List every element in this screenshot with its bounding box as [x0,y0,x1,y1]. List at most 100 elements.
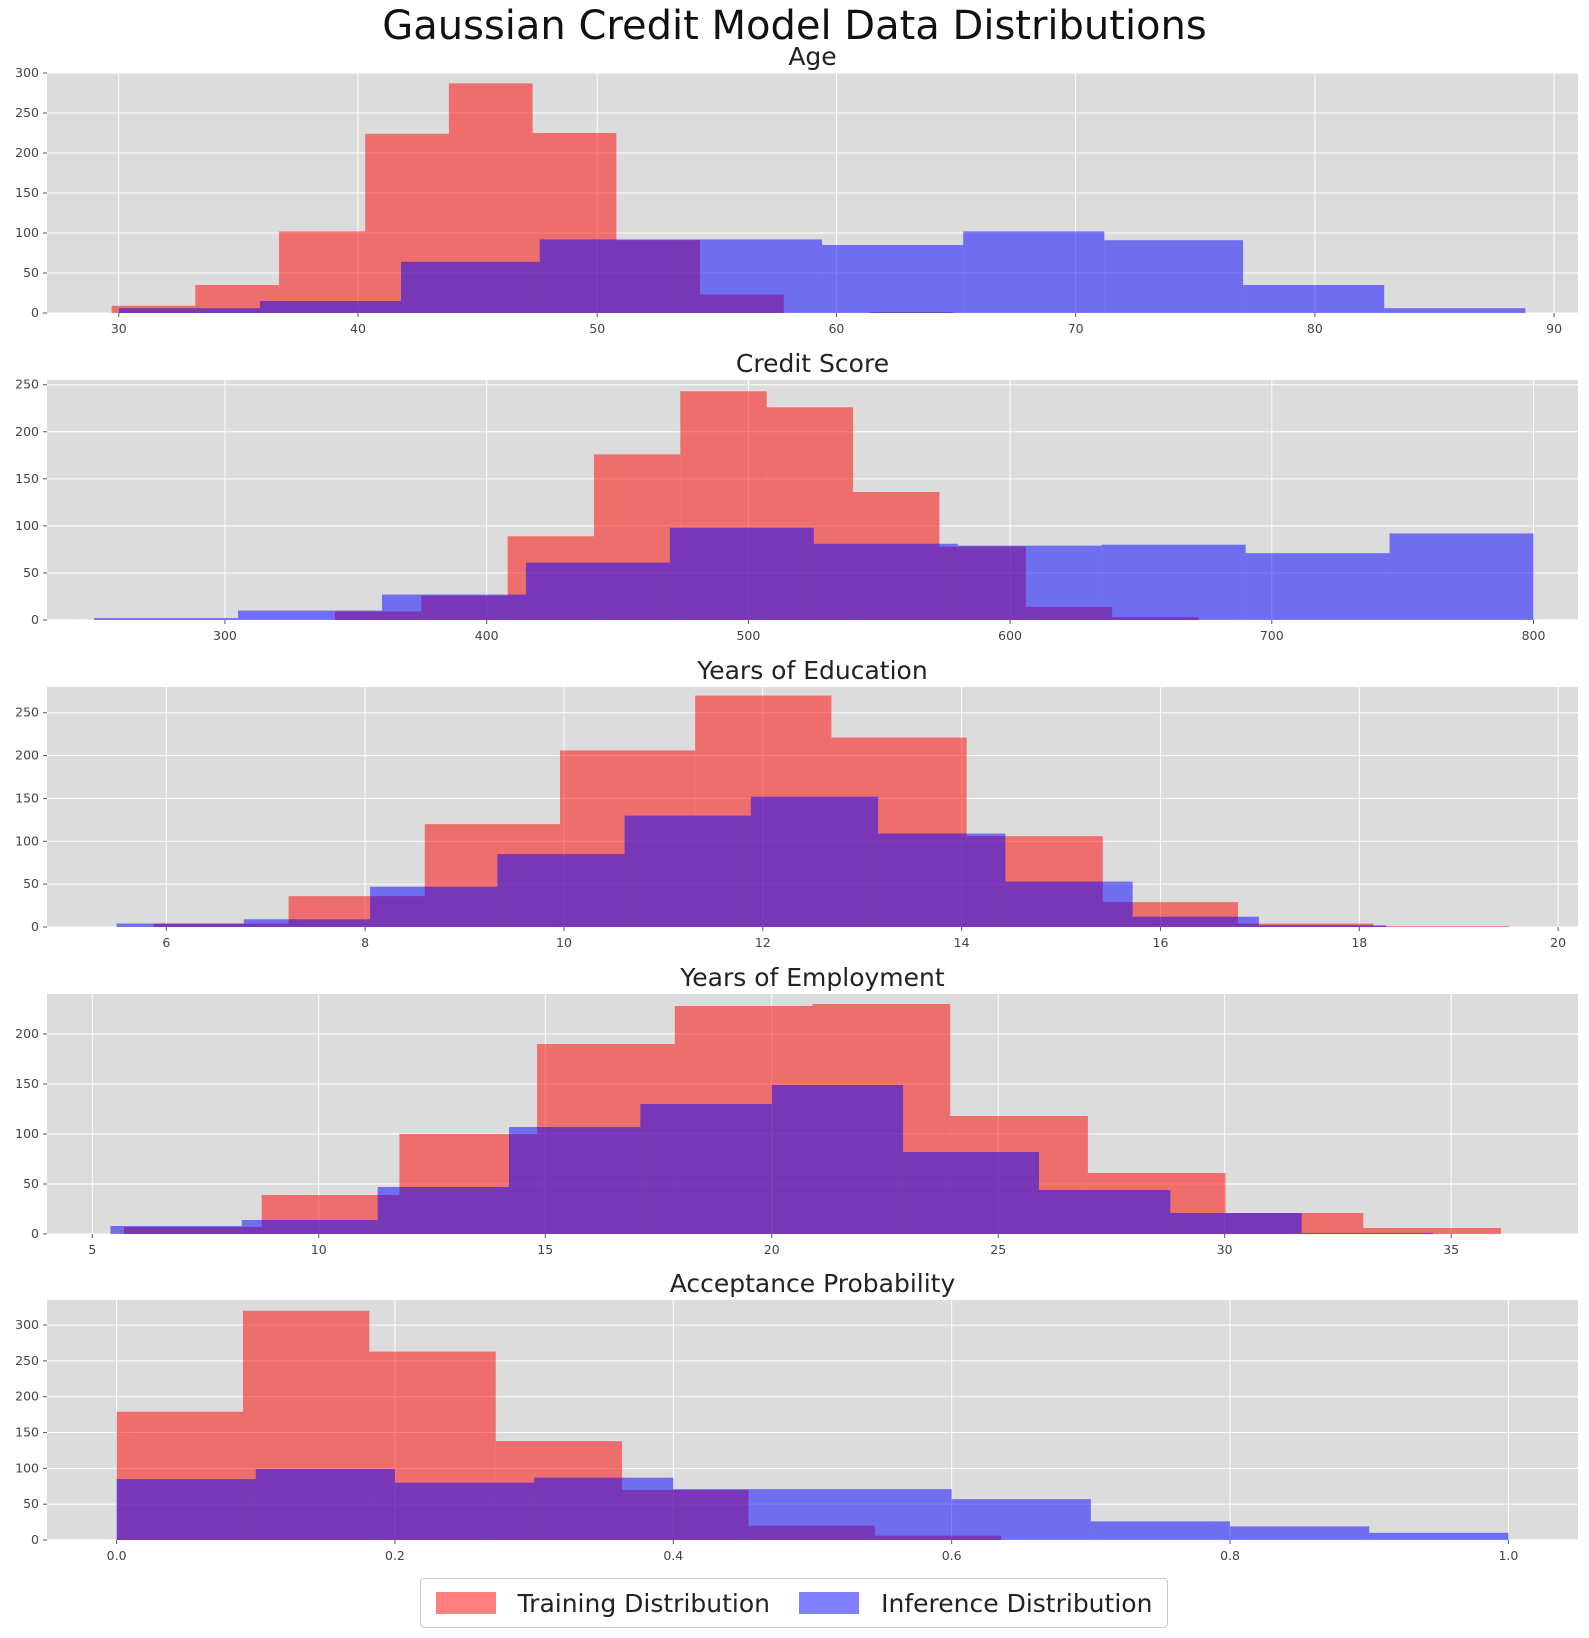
x-tick-label: 10 [556,935,572,950]
bar-inference [1090,1521,1231,1540]
bar-inference [878,833,1006,927]
bar-inference [509,1127,641,1234]
x-tick-label: 1.0 [1498,1548,1518,1563]
x-tick-label: 18 [1351,935,1367,950]
bar-inference [1104,240,1244,313]
bar-inference [1389,533,1534,620]
y-tick-label: 200 [15,145,39,160]
bar-inference [259,301,402,313]
panel-1: Age 30 40 50 60 70 80 90 0 50 100 150 200 250 300 [15,42,1578,336]
bar-training [1363,1228,1501,1234]
x-tick-label: 0.0 [107,1548,127,1563]
y-tick-label: 0 [31,1532,39,1547]
bar-inference [624,815,751,927]
x-tick-label: 6 [162,935,170,950]
bar-inference [243,919,371,927]
y-tick-label: 0 [31,305,39,320]
bar-inference [1230,1526,1370,1540]
bar-inference [497,854,625,927]
x-tick-label: 0.2 [385,1548,405,1563]
x-tick-label: 70 [1068,321,1084,336]
x-tick-label: 500 [736,628,760,643]
legend-swatch-training [435,1592,496,1614]
bar-inference [822,245,964,313]
bar-inference [370,886,498,927]
x-tick-label: 0.8 [1220,1548,1240,1563]
x-tick-label: 800 [1522,628,1546,643]
bar-inference [903,1152,1039,1234]
x-tick-label: 40 [350,321,366,336]
x-tick-label: 15 [537,1242,553,1257]
bar-inference [1243,285,1385,313]
bar-inference [1369,1532,1509,1540]
bar-inference [525,562,670,620]
bar-training [279,231,366,313]
y-tick-label: 0 [31,919,39,934]
panel-title: Years of Employment [679,963,945,992]
legend-label-training: Training Distribution [517,1588,771,1618]
x-tick-label: 14 [954,935,970,950]
y-tick-label: 100 [15,833,39,848]
x-tick-label: 16 [1153,935,1169,950]
bar-inference [750,796,879,927]
y-tick-label: 150 [15,1076,39,1091]
x-tick-label: 25 [990,1242,1006,1257]
x-tick-label: 30 [111,321,127,336]
bar-inference [381,594,526,620]
bar-inference [238,610,382,620]
y-tick-label: 100 [15,1460,39,1475]
panel-2: Credit Score 300 400 500 600 700 800 0 50 100 150 2… [15,349,1578,643]
panel-title: Years of Education [696,656,927,685]
bar-inference [1301,1233,1434,1234]
bar-training [1373,926,1510,927]
bar-inference [394,1482,535,1540]
y-tick-label: 100 [15,518,39,533]
bar-inference [118,308,260,313]
y-tick-label: 100 [15,225,39,240]
y-tick-label: 300 [15,65,39,80]
x-tick-label: 20 [764,1242,780,1257]
x-tick-label: 400 [475,628,499,643]
bar-inference [669,527,814,620]
bar-inference [116,1479,256,1540]
y-tick-label: 50 [23,1176,39,1191]
bar-inference [957,545,1102,620]
x-tick-label: 50 [589,321,605,336]
legend: Training Distribution Inference Distribu… [420,1578,1168,1628]
x-tick-label: 10 [311,1242,327,1257]
bar-inference [1170,1213,1302,1234]
bar-inference [1245,553,1390,620]
legend-item-training: Training Distribution [435,1588,771,1618]
x-tick-label: 600 [998,628,1022,643]
x-tick-label: 35 [1443,1242,1459,1257]
bar-inference [401,261,540,313]
bar-inference [1132,916,1259,927]
y-tick-label: 150 [15,1425,39,1440]
x-tick-label: 5 [88,1242,96,1257]
bar-inference [1038,1190,1171,1234]
y-tick-label: 0 [31,612,39,627]
bar-inference [1005,881,1133,927]
bar-inference [771,1085,904,1234]
y-tick-label: 50 [23,265,39,280]
x-tick-label: 8 [361,935,369,950]
bar-inference [1101,544,1246,620]
x-tick-label: 12 [755,935,771,950]
legend-swatch-inference [799,1592,860,1614]
y-tick-label: 50 [23,876,39,891]
bar-inference [94,618,239,620]
legend-label-inference: Inference Distribution [881,1588,1153,1618]
x-tick-label: 60 [828,321,844,336]
bar-inference [539,239,681,313]
bar-inference [534,1477,674,1540]
x-tick-label: 700 [1260,628,1284,643]
y-tick-label: 200 [15,1026,39,1041]
figure-title: Gaussian Credit Model Data Distributions [382,3,1207,49]
bar-inference [1258,925,1387,927]
panel-title: Credit Score [736,349,889,378]
bar-inference [812,1489,952,1540]
bar-inference [963,231,1105,313]
y-tick-label: 50 [23,565,39,580]
